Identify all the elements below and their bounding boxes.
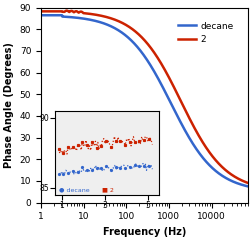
decane (161, 86, 164, 89)
2 (93, 13, 96, 16)
decane (93, 19, 96, 22)
Legend: decane, 2: decane, 2 (174, 18, 237, 48)
decane (195, 148, 198, 151)
X-axis label: Frequency (Hz): Frequency (Hz) (103, 227, 186, 237)
decane (246, 185, 249, 188)
Line: decane: decane (41, 15, 248, 186)
Y-axis label: Phase Angle (Degrees): Phase Angle (Degrees) (4, 42, 14, 168)
2 (162, 66, 165, 68)
2 (39, 10, 42, 13)
2 (133, 30, 136, 33)
2 (65, 9, 68, 12)
2 (178, 97, 181, 100)
2 (196, 131, 199, 134)
Line: 2: 2 (41, 11, 248, 183)
decane (76, 16, 79, 19)
decane (178, 118, 181, 121)
decane (133, 42, 136, 45)
2 (76, 11, 79, 13)
decane (39, 14, 42, 17)
2 (246, 181, 249, 184)
